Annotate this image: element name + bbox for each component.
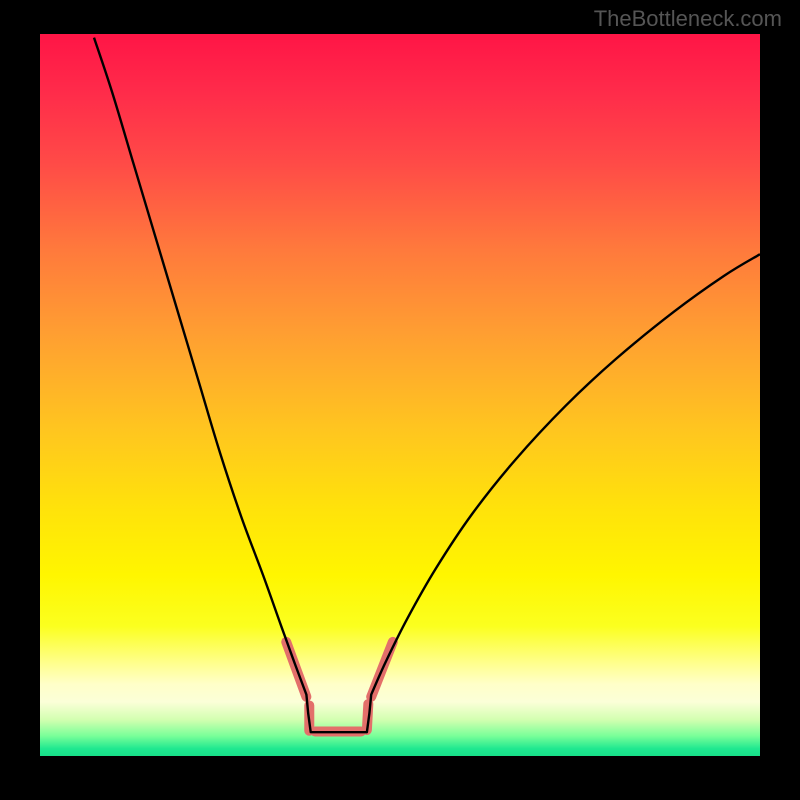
curve-layer (40, 34, 760, 756)
bottleneck-curve (94, 38, 760, 733)
watermark-text: TheBottleneck.com (594, 6, 782, 32)
chart-plot-area (40, 34, 760, 756)
